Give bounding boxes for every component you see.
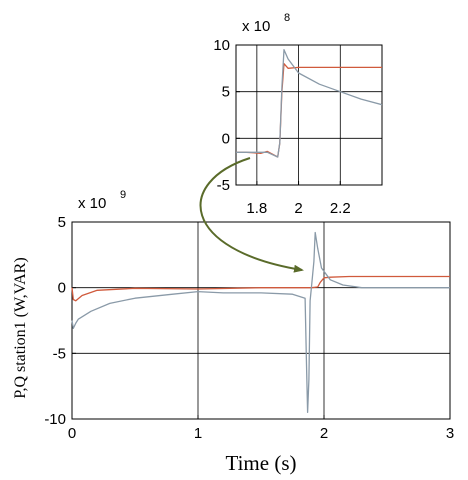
series-line-2 (236, 49, 383, 158)
main-plot-frame (71, 221, 451, 420)
x-tick-label: 1.8 (246, 200, 267, 217)
x-tick-label: 0 (68, 425, 76, 442)
y-tick-label: 5 (222, 84, 230, 101)
inset-plot-area: 1.8 2 2.2 10 5 0 -5 x 10 8 (213, 12, 383, 217)
y-tick-label: -5 (217, 177, 230, 194)
x-tick-label: 1 (194, 425, 202, 442)
zoom-callout-arrow (199, 157, 304, 273)
y-tick-label: 0 (58, 280, 66, 297)
inset-series-group (236, 49, 383, 158)
inset-gridlines (236, 44, 382, 186)
main-plot-area: 0 1 2 3 5 0 -5 -10 x 10 9 Time (s) P,Q station… (12, 189, 454, 475)
main-x-tick-labels: 0 1 2 3 (68, 425, 454, 442)
x-tick-label: 2 (294, 200, 302, 217)
inset-y-tick-labels: 10 5 0 -5 (213, 37, 230, 194)
x-tick-label: 2 (320, 425, 328, 442)
x-tick-label: 3 (446, 425, 454, 442)
main-y-tick-labels: 5 0 -5 -10 (44, 214, 66, 428)
series-line-2 (71, 231, 450, 414)
main-series-group (71, 231, 450, 414)
inset-plot-frame (235, 44, 383, 186)
x-axis-label: Time (s) (226, 451, 297, 475)
y-tick-label: -10 (44, 411, 66, 428)
inset-y-exponent: 8 (284, 12, 290, 24)
series-line-1 (71, 275, 450, 302)
y-tick-label: 10 (213, 37, 230, 54)
x-tick-label: 2.2 (330, 200, 351, 217)
y-axis-label: P,Q station1 (W,VAR) (12, 257, 29, 398)
y-tick-label: -5 (53, 345, 66, 362)
y-tick-label: 5 (58, 214, 66, 231)
main-y-exponent: 9 (120, 189, 126, 201)
main-gridlines (71, 221, 451, 420)
main-y-multiplier: x 10 (78, 195, 106, 212)
inset-y-multiplier: x 10 (242, 18, 270, 35)
y-tick-label: 0 (222, 130, 230, 147)
inset-x-tick-labels: 1.8 2 2.2 (246, 200, 350, 217)
